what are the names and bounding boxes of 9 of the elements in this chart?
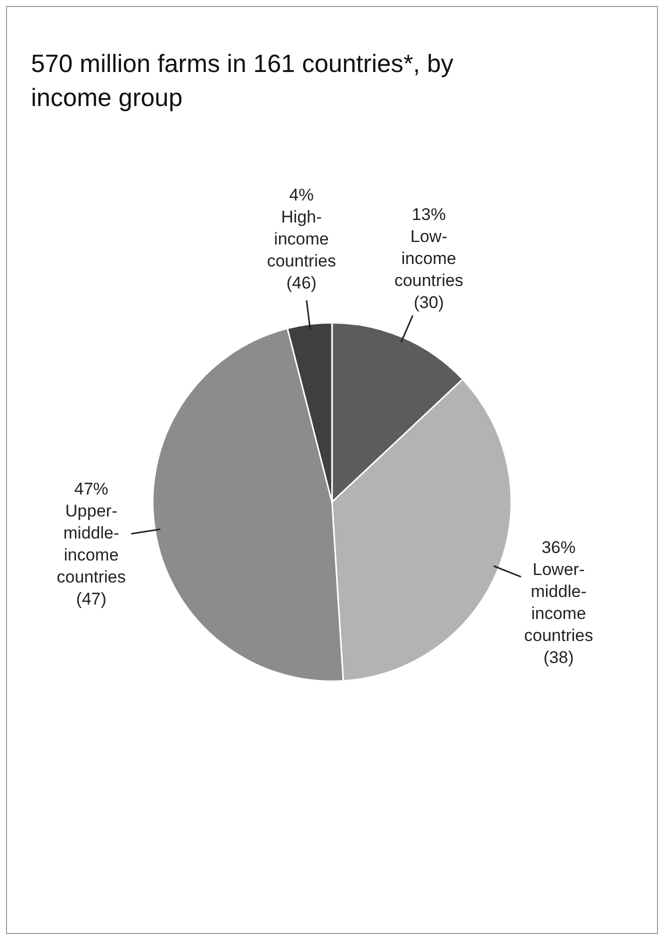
slice-label: Lower-middle-income countries (38) <box>524 560 594 668</box>
chart-title: 570 million farms in 161 countries*, by income group <box>31 49 454 114</box>
slice-label: Low-income countries (30) <box>394 227 464 312</box>
data-label: 4% <box>289 186 314 205</box>
data-label: 13% <box>412 205 446 224</box>
data-label: 36% <box>542 538 576 558</box>
data-label: 47% <box>74 480 108 499</box>
slice-label: High-income countries (46) <box>266 208 336 293</box>
slice-label: Upper-middle-income countries (47) <box>56 502 126 609</box>
